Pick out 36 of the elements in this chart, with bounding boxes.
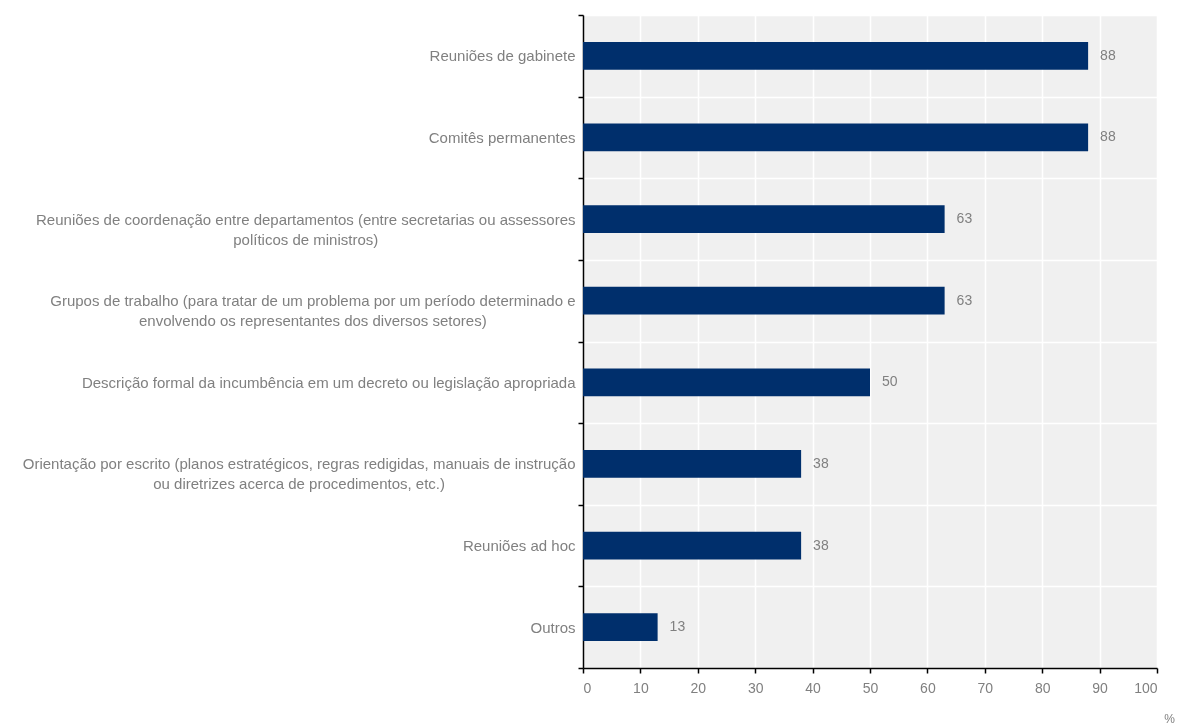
data-label: 63 <box>956 291 973 308</box>
bar <box>583 41 1089 70</box>
bar <box>583 123 1089 152</box>
x-tick-label: 100 <box>1134 679 1158 696</box>
bar <box>583 205 945 233</box>
x-tick-label: 10 <box>633 679 649 696</box>
data-label: 13 <box>669 618 686 635</box>
x-tick-label: 20 <box>690 679 707 696</box>
y-tick-label: Reuniões ad hoc <box>462 537 576 555</box>
y-tick-label: Reuniões de gabinete <box>429 47 576 65</box>
x-tick-label: 60 <box>920 679 936 696</box>
data-label: 88 <box>1100 128 1116 145</box>
x-tick-label: 40 <box>805 679 822 696</box>
bar <box>583 368 870 397</box>
x-axis-title: % <box>1164 711 1176 726</box>
bar <box>583 613 658 642</box>
x-tick-label: 30 <box>747 679 764 696</box>
y-tick-label: Outros <box>530 618 576 636</box>
y-tick-label: Reuniões de coordenação entre departamentos (entre secretarias ou assessores políticos de ministros) <box>36 210 576 248</box>
data-label: 38 <box>813 536 829 553</box>
x-tick-label: 70 <box>977 679 994 696</box>
y-tick-label: Orientação por escrito (planos estratégicos, regras redigidas, manuais de instrução ou diretrizes acerca de procedimentos, etc.) <box>22 455 576 493</box>
bar <box>583 286 945 315</box>
bar <box>583 450 802 478</box>
x-tick-label: 0 <box>583 679 592 696</box>
data-label: 38 <box>813 454 829 471</box>
y-tick-label: Comitês permanentes <box>428 128 576 146</box>
data-label: 63 <box>956 210 973 227</box>
y-tick-label: Descrição formal da incumbência em um decreto ou legislação apropriada <box>81 373 577 391</box>
x-tick-label: 50 <box>862 679 879 696</box>
x-tick-label: 90 <box>1092 679 1109 696</box>
data-label: 88 <box>1100 46 1116 63</box>
x-tick-label: 80 <box>1034 679 1051 696</box>
bar <box>583 531 802 560</box>
data-label: 50 <box>882 373 898 390</box>
y-tick-label: Grupos de trabalho (para tratar de um problema por um período determinado e envolvendo os representantes dos diversos setores) <box>50 292 576 330</box>
